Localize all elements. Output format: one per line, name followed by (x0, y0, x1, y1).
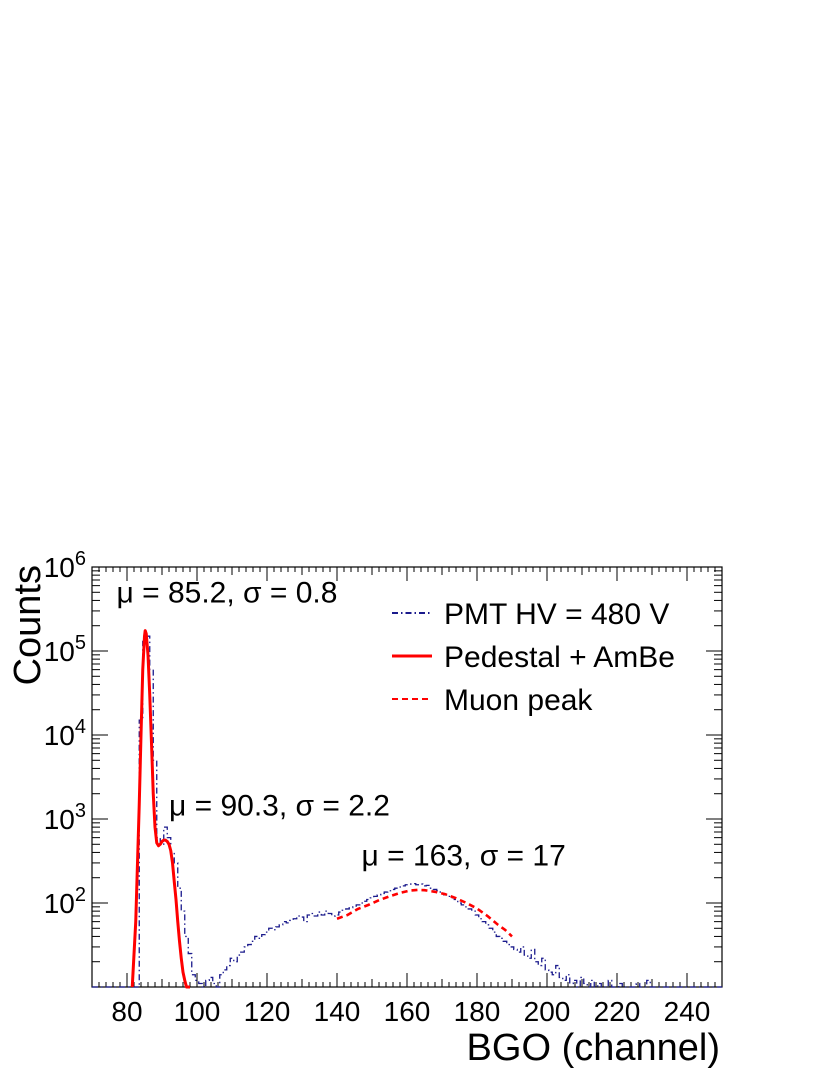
x-tick-label: 240 (664, 996, 711, 1027)
fit-annotation: μ = 85.2, σ = 0.8 (117, 576, 338, 609)
x-axis-ticks: 80 100 120 140 160 180 200 220 240 (91, 567, 723, 1027)
y-tick-label: 106 (44, 548, 86, 583)
series-layer (92, 629, 722, 989)
y-axis-label: Counts (7, 565, 49, 685)
x-tick-label: 100 (174, 996, 221, 1027)
y-tick-label: 104 (44, 716, 86, 751)
series-histogram (92, 635, 722, 988)
x-tick-label: 180 (454, 996, 501, 1027)
annotation-layer: μ = 85.2, σ = 0.8 μ = 90.3, σ = 2.2 μ = 16… (117, 576, 566, 872)
y-tick-label: 103 (44, 800, 86, 835)
x-tick-label: 220 (594, 996, 641, 1027)
x-axis-label: BGO (channel) (467, 1027, 720, 1069)
fit-annotation: μ = 90.3, σ = 2.2 (169, 790, 390, 823)
series-fit-line (130, 629, 190, 989)
legend-label: Muon peak (444, 684, 593, 717)
series-muon-line (336, 888, 513, 938)
legend: PMT HV = 480 V Pedestal + AmBe Muon peak (392, 598, 675, 717)
x-tick-label: 140 (314, 996, 361, 1027)
y-tick-label: 105 (44, 632, 86, 667)
legend-label: PMT HV = 480 V (444, 598, 669, 631)
x-tick-label: 80 (111, 996, 142, 1027)
x-tick-label: 120 (244, 996, 291, 1027)
y-axis-ticks: 102 103 104 105 106 (44, 548, 722, 988)
x-tick-label: 160 (384, 996, 431, 1027)
y-tick-label: 102 (44, 884, 86, 919)
x-tick-label: 200 (524, 996, 571, 1027)
fit-annotation: μ = 163, σ = 17 (362, 839, 566, 872)
legend-label: Pedestal + AmBe (444, 641, 675, 674)
